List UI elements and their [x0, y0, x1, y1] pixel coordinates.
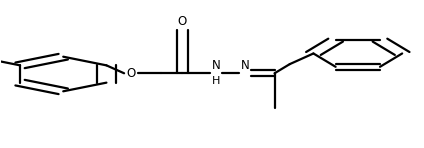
Text: N: N: [240, 59, 249, 72]
Text: O: O: [178, 15, 187, 28]
Text: N: N: [212, 59, 220, 72]
Text: H: H: [212, 76, 220, 86]
Text: O: O: [126, 67, 136, 80]
